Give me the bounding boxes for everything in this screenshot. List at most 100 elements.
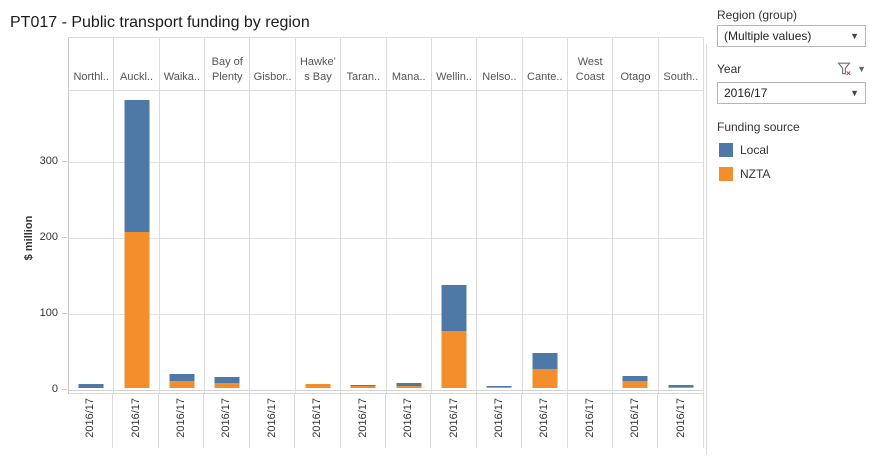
column-southland: South..	[658, 38, 705, 393]
y-tick-label-200: 200	[39, 231, 58, 243]
x-tick-label: 2016/17	[175, 398, 188, 438]
legend-title: Funding source	[717, 120, 800, 134]
legend-swatch-local	[719, 143, 733, 157]
y-tick-label-300: 300	[39, 155, 58, 168]
column-bay-of-plenty: Bay of Plenty	[205, 38, 251, 393]
bar-segment-canterbury-nzta[interactable]	[532, 369, 558, 388]
column-header-taranaki: Taran..	[341, 38, 386, 91]
bar-segment-otago-local[interactable]	[622, 376, 648, 381]
column-header-southland: South..	[658, 38, 704, 91]
bar-segment-taranaki-local[interactable]	[350, 384, 376, 386]
column-header-wellington: Wellin..	[431, 38, 477, 91]
bar-segment-taranaki-nzta[interactable]	[350, 386, 376, 388]
bar-segment-auckland-nzta[interactable]	[124, 232, 150, 388]
bar-segment-southland-local[interactable]	[668, 384, 694, 388]
bar-segment-wellington-nzta[interactable]	[441, 331, 467, 388]
x-tick-gisborne: 2016/17	[250, 394, 296, 448]
bar-auckland	[124, 99, 150, 388]
column-gisborne: Gisbor..	[250, 38, 296, 393]
column-header-northland: Northl..	[69, 38, 114, 91]
region-filter-value: (Multiple values)	[724, 29, 812, 43]
x-tick-label: 2016/17	[265, 398, 278, 438]
bar-segment-waikato-local[interactable]	[169, 373, 195, 381]
bar-segment-hawke-s-bay-nzta[interactable]	[305, 384, 331, 388]
x-tick-label: 2016/17	[629, 398, 642, 438]
x-tick-waikato: 2016/17	[159, 394, 205, 448]
bar-segment-auckland-local[interactable]	[124, 99, 150, 233]
column-header-manawatu: Mana..	[386, 38, 431, 91]
x-tick-label: 2016/17	[84, 398, 97, 438]
legend-item-local[interactable]: Local	[719, 138, 770, 162]
x-tick-label: 2016/17	[356, 398, 369, 438]
bar-canterbury	[532, 353, 558, 388]
bar-wellington	[441, 284, 467, 388]
column-header-canterbury: Cante..	[522, 38, 567, 91]
column-otago: Otago	[613, 38, 659, 393]
x-tick-label: 2016/17	[402, 398, 415, 438]
column-auckland: Auckl..	[114, 38, 160, 393]
bar-segment-waikato-nzta[interactable]	[169, 380, 195, 388]
region-filter-label: Region (group)	[717, 8, 798, 22]
bar-segment-wellington-local[interactable]	[441, 284, 467, 332]
chart-title: PT017 - Public transport funding by regi…	[10, 14, 310, 31]
x-tick-label: 2016/17	[311, 398, 324, 438]
legend-swatch-nzta	[719, 167, 733, 181]
x-tick-wellington: 2016/17	[431, 394, 477, 448]
bar-segment-bay-of-plenty-nzta[interactable]	[214, 382, 240, 388]
bar-hawke-s-bay	[305, 383, 331, 388]
x-tick-otago: 2016/17	[613, 394, 659, 448]
bar-nelson	[486, 386, 512, 388]
column-header-nelson: Nelso..	[477, 38, 522, 91]
x-axis-labels: 2016/17 2016/17 2016/17 2016/17 2016/17 2016/…	[68, 394, 704, 448]
column-header-waikato: Waika..	[159, 38, 205, 91]
x-tick-label: 2016/17	[129, 398, 142, 438]
column-canterbury: Cante..	[522, 38, 568, 393]
y-tick-mark	[62, 161, 67, 163]
bar-segment-canterbury-local[interactable]	[532, 353, 558, 370]
filter-menu-caret-icon[interactable]: ▼	[857, 64, 866, 74]
y-tick-mark	[62, 388, 67, 390]
year-filter-dropdown[interactable]: 2016/17 ▼	[717, 82, 866, 104]
plot-area: Northl.. Auckl.. Waika.. Bay of Plenty Gisbor…	[68, 37, 705, 394]
column-header-bay-of-plenty: Bay of Plenty	[205, 38, 250, 91]
bar-segment-manawatu-nzta[interactable]	[396, 386, 422, 388]
bar-segment-bay-of-plenty-local[interactable]	[214, 376, 240, 383]
chevron-down-icon: ▼	[850, 88, 859, 98]
bar-segment-otago-nzta[interactable]	[622, 380, 648, 388]
x-tick-label: 2016/17	[538, 398, 551, 438]
column-header-otago: Otago	[613, 38, 658, 91]
column-manawatu: Mana..	[386, 38, 432, 393]
year-filter-label: Year	[717, 62, 742, 76]
x-tick-bay-of-plenty: 2016/17	[204, 394, 250, 448]
x-tick-taranaki: 2016/17	[341, 394, 386, 448]
bar-manawatu	[396, 382, 422, 388]
column-west-coast: West Coast	[567, 38, 614, 393]
x-tick-west-coast: 2016/17	[568, 394, 614, 448]
year-filter-value: 2016/17	[724, 86, 768, 100]
x-tick-canterbury: 2016/17	[522, 394, 568, 448]
y-axis: 0 100 200 300	[0, 37, 68, 395]
bar-segment-northland-local[interactable]	[78, 384, 104, 388]
x-tick-nelson: 2016/17	[477, 394, 523, 448]
bar-segment-manawatu-local[interactable]	[396, 382, 422, 386]
x-tick-auckland: 2016/17	[113, 394, 159, 448]
x-tick-hawke-s-bay: 2016/17	[295, 394, 341, 448]
region-filter-dropdown[interactable]: (Multiple values) ▼	[717, 25, 866, 47]
x-tick-southland: 2016/17	[658, 394, 704, 448]
y-tick-mark	[62, 237, 67, 238]
y-tick-label-100: 100	[39, 306, 58, 319]
x-tick-label: 2016/17	[220, 398, 233, 438]
panel-divider	[706, 44, 707, 455]
bar-segment-nelson-local[interactable]	[486, 386, 512, 388]
bar-waikato	[169, 373, 195, 388]
x-tick-northland: 2016/17	[68, 394, 114, 448]
x-tick-label: 2016/17	[583, 398, 596, 438]
column-taranaki: Taran..	[341, 38, 387, 393]
x-tick-label: 2016/17	[447, 398, 460, 438]
filter-funnel-icon[interactable]: ×	[837, 61, 853, 77]
bar-taranaki	[350, 384, 376, 388]
column-northland: Northl..	[69, 38, 115, 393]
legend-item-nzta[interactable]: NZTA	[719, 162, 770, 186]
legend-label: Local	[740, 143, 769, 157]
